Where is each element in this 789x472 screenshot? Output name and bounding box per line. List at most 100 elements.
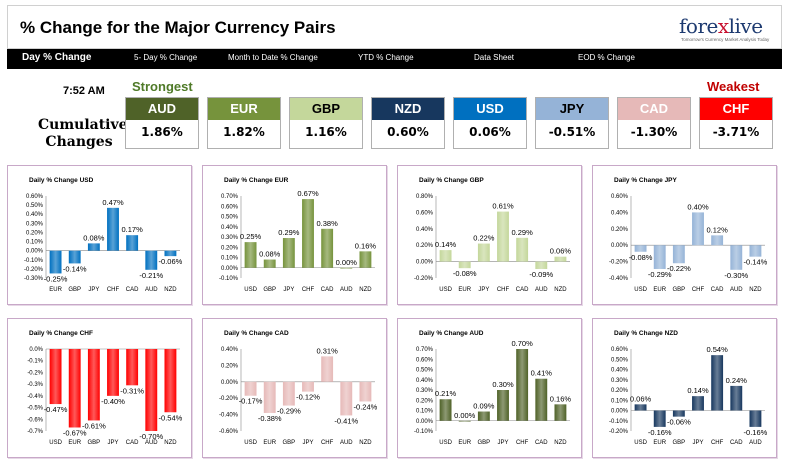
x-tick-label: AUD: [340, 287, 353, 293]
currency-cumulative-value: 1.86%: [141, 125, 183, 139]
y-tick-label: 0.40%: [221, 225, 239, 231]
tab-ytd-change[interactable]: YTD % Change: [358, 53, 414, 62]
y-tick-label: -0.40%: [219, 413, 239, 419]
data-label: 0.67%: [297, 189, 319, 198]
bar-gbp: [87, 349, 100, 421]
data-label: -0.17%: [239, 397, 263, 406]
y-tick-label: 0.30%: [416, 388, 434, 394]
y-tick-label: 0.00%: [416, 260, 434, 266]
x-tick-label: NZD: [164, 440, 177, 446]
y-tick-label: 0.30%: [611, 378, 629, 384]
y-tick-label: -0.60%: [219, 429, 239, 435]
y-tick-label: 0.00%: [221, 380, 239, 386]
y-tick-label: -0.40%: [609, 276, 629, 282]
bar-jpy: [302, 381, 314, 392]
chart-title: Daily % Change CHF: [29, 330, 93, 337]
x-tick-label: NZD: [164, 287, 177, 293]
data-label: 0.14%: [687, 386, 709, 395]
y-tick-label: -0.4%: [27, 394, 43, 400]
x-tick-label: AUD: [145, 440, 158, 446]
bar-jpy: [107, 349, 119, 396]
bar-usd: [439, 250, 452, 262]
chart-aud: 0.70% 0.60% 0.50% 0.40% 0.30% 0.20% 0.10% 0.00%…: [414, 339, 571, 446]
currency-box-nzd: NZD 0.60%: [371, 97, 445, 149]
currency-box-cad: CAD -1.30%: [617, 97, 691, 149]
y-tick-label: 0.30%: [26, 221, 44, 227]
x-tick-label: CAD: [535, 440, 548, 446]
y-tick-label: 0.20%: [611, 227, 629, 233]
data-label: -0.09%: [529, 270, 553, 279]
data-label: 0.70%: [512, 339, 534, 348]
x-tick-label: AUD: [535, 287, 548, 293]
currency-box-usd: USD 0.06%: [453, 97, 527, 149]
chart-chf: 0.0% -0.1% -0.2% -0.3% -0.4% -0.5% -0.6% -0.7% -…: [27, 347, 182, 446]
data-label: -0.29%: [277, 407, 301, 416]
currency-box-aud: AUD 1.86%: [125, 97, 199, 149]
x-tick-label: CHF: [692, 287, 705, 293]
y-tick-label: 0.40%: [611, 368, 629, 374]
x-tick-label: USD: [244, 287, 257, 293]
cumulative-changes-label: Cumulative Changes: [38, 117, 128, 150]
data-label: -0.16%: [648, 428, 672, 437]
y-tick-label: -0.5%: [27, 406, 43, 412]
x-tick-label: JPY: [107, 440, 118, 446]
x-tick-label: USD: [49, 440, 62, 446]
data-label: 0.09%: [473, 402, 495, 411]
data-label: -0.38%: [258, 414, 282, 423]
x-tick-label: CAD: [321, 287, 334, 293]
x-tick-label: EUR: [68, 440, 81, 446]
bar-eur: [653, 245, 666, 269]
bar-chf: [107, 207, 119, 251]
x-tick-label: EUR: [263, 440, 276, 446]
x-tick-label: GBP: [673, 440, 686, 446]
y-tick-label: -0.20%: [219, 396, 239, 402]
data-label: -0.14%: [63, 264, 87, 273]
bar-jpy: [87, 243, 100, 251]
bar-gbp: [263, 259, 276, 268]
x-tick-label: CHF: [497, 287, 510, 293]
strongest-label: Strongest: [132, 79, 193, 94]
data-label: 0.06%: [630, 394, 652, 403]
chart-title: Daily % Change USD: [29, 177, 94, 184]
x-tick-label: NZD: [359, 440, 372, 446]
data-label: -0.30%: [724, 271, 748, 280]
x-tick-label: NZD: [554, 287, 567, 293]
x-tick-label: AUD: [145, 287, 158, 293]
tab-day-change[interactable]: Day % Change: [22, 52, 92, 63]
data-label: 0.17%: [122, 225, 144, 234]
x-tick-label: JPY: [497, 440, 508, 446]
y-tick-label: 0.00%: [416, 419, 434, 425]
data-label: -0.24%: [354, 402, 378, 411]
bar-cad: [730, 385, 743, 411]
bar-chf: [302, 199, 314, 268]
bar-eur: [49, 250, 62, 274]
y-tick-label: -0.20%: [609, 429, 629, 435]
bar-gbp: [477, 411, 490, 421]
data-label: 0.61%: [492, 202, 514, 211]
tab-month-to-date-change[interactable]: Month to Date % Change: [228, 53, 318, 62]
x-tick-label: GBP: [88, 440, 101, 446]
bar-chf: [497, 211, 509, 262]
chart-title: Daily % Change JPY: [614, 177, 677, 184]
bar-usd: [439, 399, 452, 421]
x-tick-label: CAD: [730, 440, 743, 446]
bar-nzd: [749, 245, 762, 257]
bar-nzd: [164, 349, 177, 413]
bar-aud: [340, 267, 353, 269]
tab-eod-change[interactable]: EOD % Change: [578, 53, 635, 62]
data-label: -0.22%: [667, 264, 691, 273]
y-tick-label: 0.60%: [221, 204, 239, 210]
bar-cad: [516, 237, 529, 262]
currency-cumulative-value: 1.82%: [223, 125, 265, 139]
data-label: 0.29%: [278, 228, 300, 237]
data-label: 0.24%: [726, 376, 748, 385]
data-label: 0.00%: [454, 411, 476, 420]
tab-data-sheet[interactable]: Data Sheet: [474, 53, 515, 62]
currency-name: CHF: [700, 98, 772, 120]
y-tick-label: 0.60%: [611, 347, 629, 353]
data-label: 0.21%: [435, 389, 457, 398]
logo-tagline: Tomorrow's Currency Market Analysis Toda…: [681, 37, 770, 42]
tab-5-day-change[interactable]: 5- Day % Change: [134, 53, 198, 62]
data-label: -0.14%: [744, 258, 768, 267]
